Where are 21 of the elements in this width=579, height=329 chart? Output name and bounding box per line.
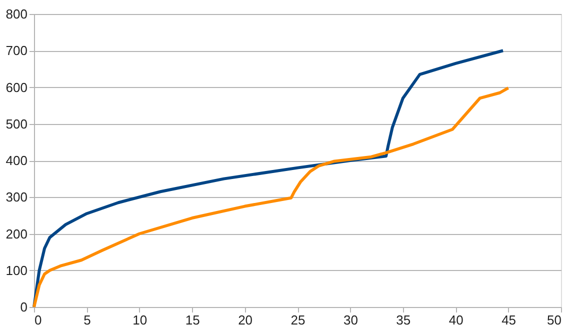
x-tick-label: 35: [396, 312, 411, 328]
line-series: [32, 86, 510, 308]
x-tick-label: 20: [238, 312, 253, 328]
x-tick-label: 10: [132, 312, 148, 328]
y-tick-label: 100: [6, 262, 28, 278]
x-tick-label: 0: [34, 312, 42, 328]
y-tick-label: 600: [6, 80, 28, 95]
x-tick-label: 50: [547, 312, 562, 328]
y-tick-label: 800: [6, 6, 28, 22]
x-tick-label: 30: [343, 312, 358, 328]
x-tick-label: 40: [448, 312, 464, 328]
y-tick-label: 0: [20, 300, 28, 314]
x-tick-label: 5: [84, 312, 91, 328]
y-tick-label: 200: [6, 226, 28, 242]
x-tick-label: 15: [185, 312, 200, 328]
x-tick-label: 25: [290, 312, 306, 328]
x-tick-label: 45: [502, 312, 516, 328]
y-tick-label: 300: [6, 190, 28, 205]
y-tick-label: 500: [6, 116, 28, 132]
y-tick-label: 700: [6, 43, 28, 58]
y-tick-label: 400: [6, 153, 28, 168]
